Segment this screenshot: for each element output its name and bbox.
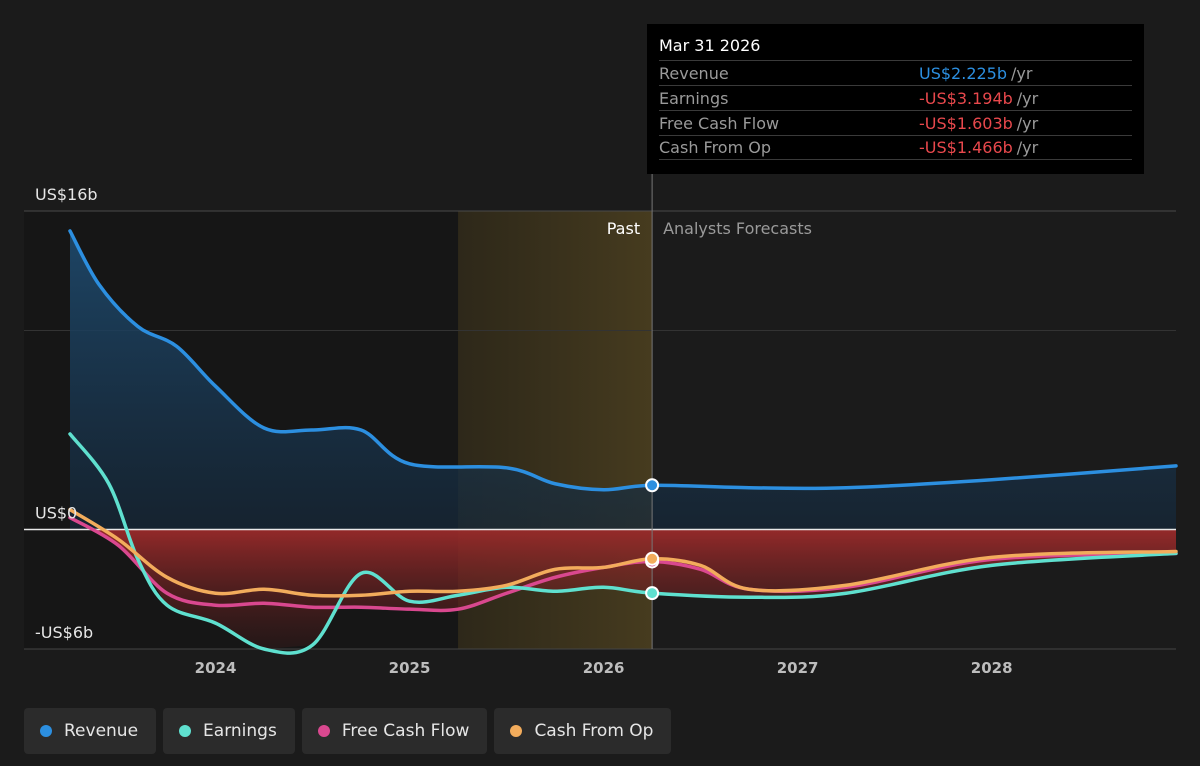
tooltip-unit: /yr [1016, 138, 1039, 157]
y-tick-label: US$0 [35, 504, 77, 523]
marker-earnings [645, 586, 660, 601]
revenue-area [70, 230, 1176, 530]
tooltip-row-free-cash-flow: Free Cash Flow -US$1.603b /yr [659, 110, 1132, 135]
legend-item-revenue[interactable]: Revenue [24, 708, 157, 754]
tooltip-value: -US$3.194b [919, 88, 1013, 108]
tooltip-row-cash-from-op: Cash From Op -US$1.466b /yr [659, 135, 1132, 160]
tooltip-value: -US$1.466b [919, 138, 1013, 157]
legend-dot-icon [40, 725, 52, 737]
tooltip-label: Revenue [659, 63, 729, 83]
y-tick-label: US$16b [35, 185, 98, 204]
x-tick-label: 2025 [389, 659, 431, 677]
tooltip-row-earnings: Earnings -US$3.194b /yr [659, 85, 1132, 110]
legend-label: Revenue [64, 721, 139, 741]
marker-cash-from-op [645, 551, 660, 566]
x-tick-label: 2024 [195, 659, 237, 677]
legend-dot-icon [179, 725, 192, 737]
legend: Revenue Earnings Free Cash Flow Cash Fro… [24, 708, 672, 754]
tooltip-unit: /yr [1016, 88, 1039, 108]
legend-item-cash-from-op[interactable]: Cash From Op [494, 708, 672, 754]
legend-label: Cash From Op [534, 721, 654, 741]
tooltip-unit: /yr [1011, 63, 1033, 83]
series-line-earnings [68, 432, 1178, 655]
legend-item-free-cash-flow[interactable]: Free Cash Flow [301, 708, 488, 754]
past-label: Past [607, 219, 640, 238]
tooltip-value: US$2.225b [919, 63, 1008, 83]
legend-dot-icon [510, 725, 523, 737]
tooltip-unit: /yr [1016, 113, 1039, 133]
legend-item-earnings[interactable]: Earnings [163, 708, 295, 754]
legend-label: Free Cash Flow [341, 721, 470, 741]
y-tick-label: -US$6b [35, 623, 93, 642]
forecast-label: Analysts Forecasts [663, 219, 812, 238]
x-tick-label: 2028 [971, 659, 1013, 677]
tooltip-row-revenue: Revenue US$2.225b /yr [659, 60, 1132, 85]
series-line-revenue [68, 229, 1178, 492]
legend-label: Earnings [203, 721, 277, 741]
series-line-free-cash-flow [68, 515, 1178, 613]
tooltip-date: Mar 31 2026 [659, 36, 761, 55]
x-tick-label: 2026 [583, 659, 625, 677]
series-line-cash-from-op [68, 507, 1178, 598]
tooltip-label: Earnings [659, 88, 729, 108]
x-tick-label: 2027 [777, 659, 819, 677]
tooltip-label: Free Cash Flow [659, 113, 780, 133]
legend-dot-icon [317, 725, 330, 737]
marker-revenue [645, 478, 660, 493]
tooltip-label: Cash From Op [659, 138, 772, 157]
tooltip-value: -US$1.603b [919, 113, 1013, 133]
tooltip: Mar 31 2026 Revenue US$2.225b /yr Earnin… [647, 24, 1144, 174]
